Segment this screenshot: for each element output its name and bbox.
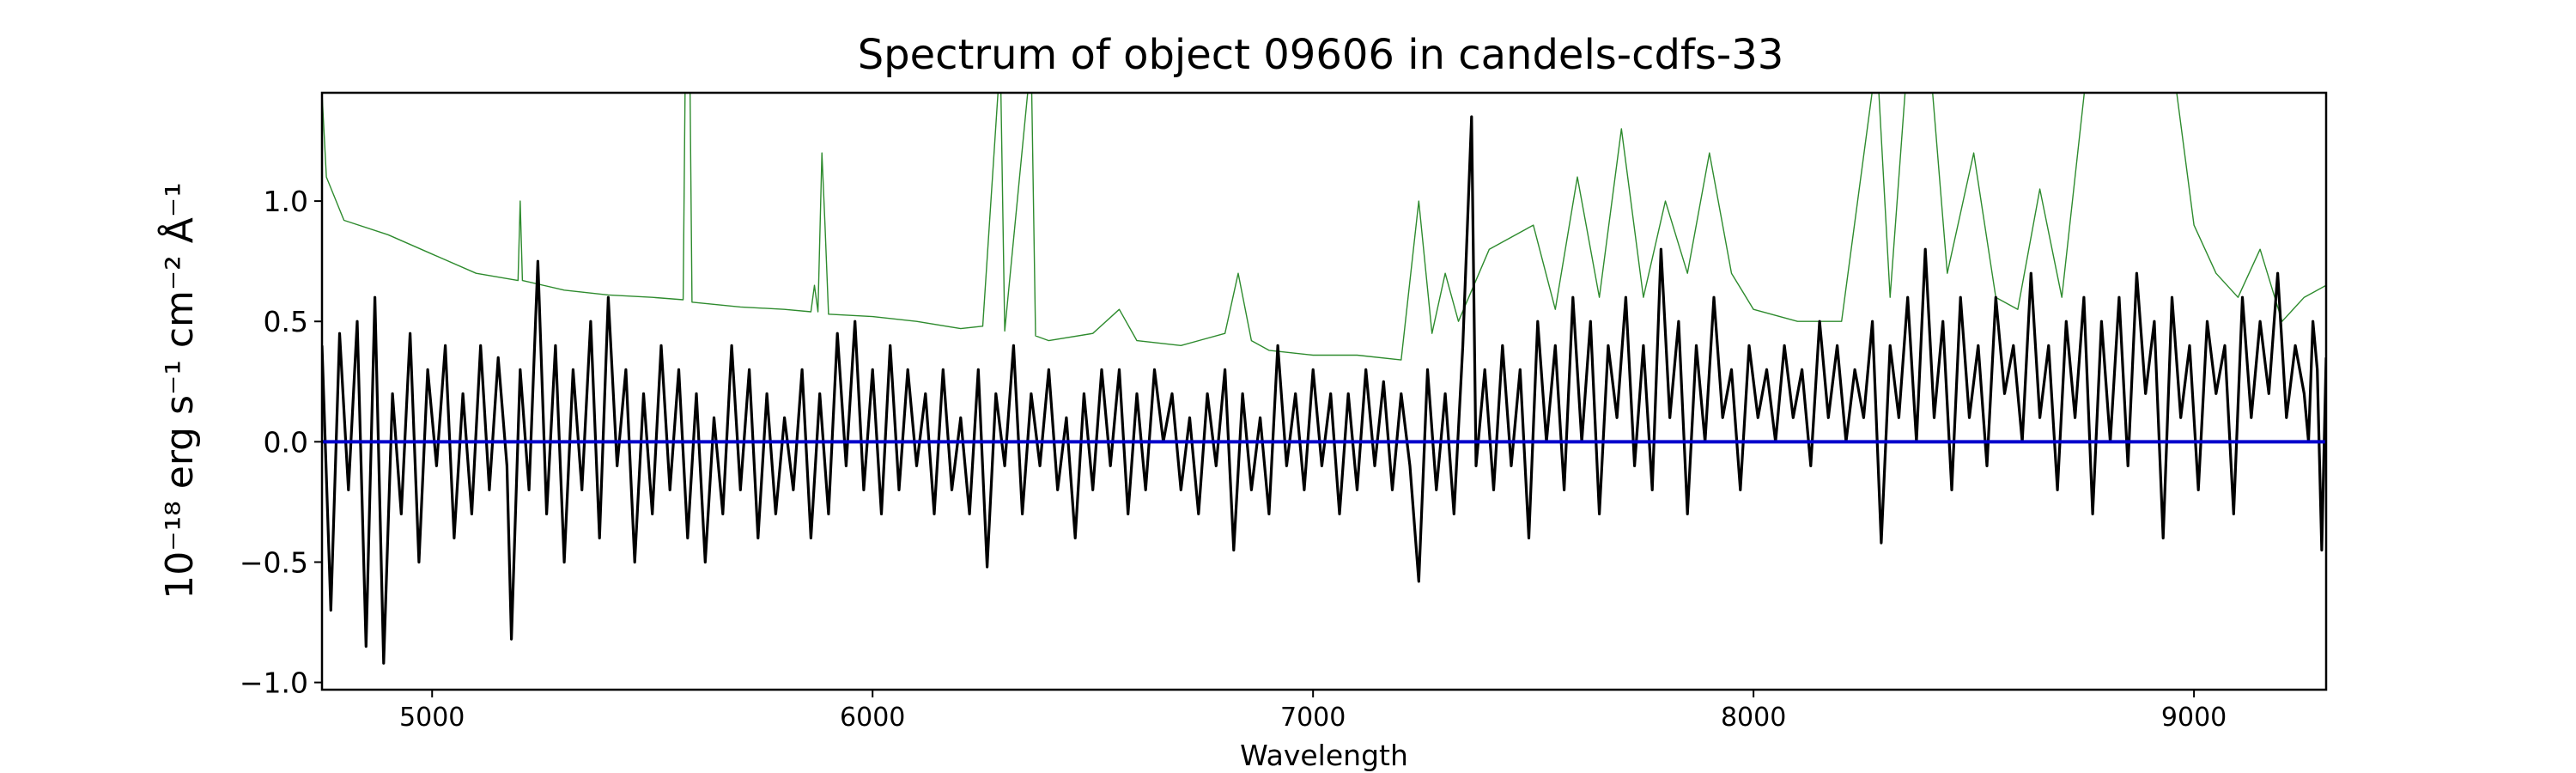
y-tick-label: −0.5 — [240, 545, 308, 579]
x-axis-label: Wavelength — [1240, 739, 1408, 772]
plot-frame — [320, 91, 2328, 691]
x-tick-label: 5000 — [399, 703, 465, 733]
x-tick-label: 9000 — [2161, 703, 2227, 733]
series-line-flux — [322, 115, 2326, 665]
x-axis: 5000 6000 7000 8000 9000 — [399, 690, 2227, 733]
series-layer — [322, 93, 2326, 665]
y-tick-label: −1.0 — [240, 666, 308, 700]
x-tick-label: 7000 — [1280, 703, 1346, 733]
x-tick-label: 8000 — [1721, 703, 1786, 733]
y-tick-label: 0.5 — [264, 305, 308, 338]
chart-title: Spectrum of object 09606 in candels-cdfs… — [858, 31, 1784, 79]
y-tick-label: 0.0 — [264, 425, 308, 459]
x-tick-label: 6000 — [840, 703, 905, 733]
y-axis-label: 10⁻¹⁸ erg s⁻¹ cm⁻² Å⁻¹ — [156, 182, 202, 599]
y-tick-label: 1.0 — [264, 185, 308, 218]
y-axis: 1.0 0.5 0.0 −0.5 −1.0 — [240, 185, 322, 700]
series-line-error — [322, 93, 2326, 361]
